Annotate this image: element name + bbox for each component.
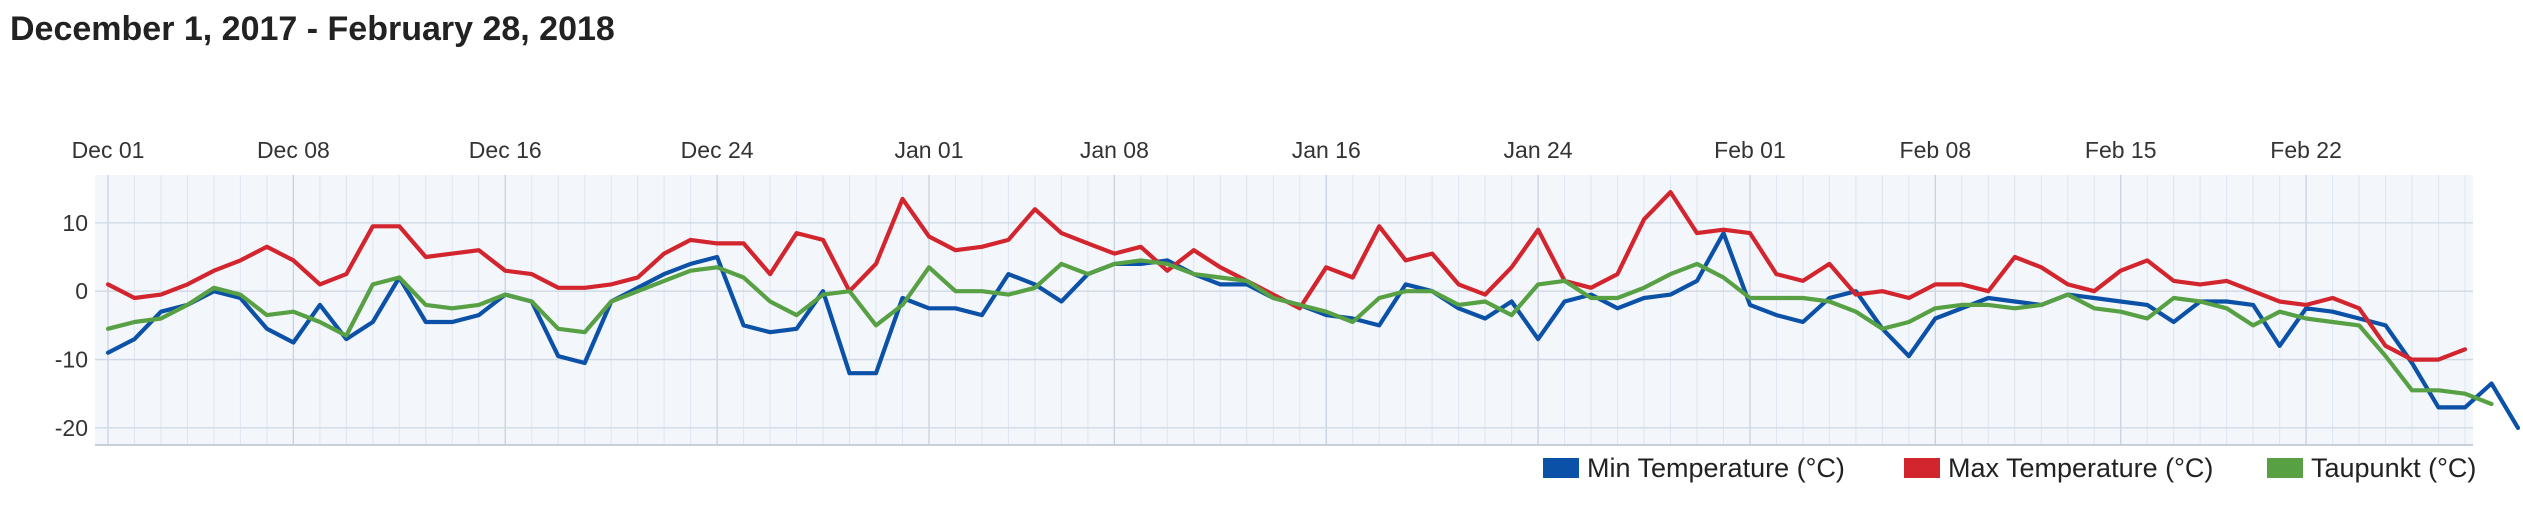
x-axis: Dec 01 Dec 08 Dec 16 Dec 24 Jan 01 Jan 08 Jan …: [72, 137, 2342, 163]
x-tick-label: Dec 01: [72, 137, 145, 163]
y-tick-label: -20: [55, 415, 88, 441]
x-tick-label: Feb 22: [2270, 137, 2342, 163]
x-tick-label: Jan 01: [894, 137, 963, 163]
plot-area: [95, 175, 2473, 445]
chart-legend: Min Temperature (°C) Max Temperature (°C)…: [1543, 453, 2476, 483]
y-tick-label: -10: [55, 347, 88, 373]
y-tick-label: 10: [62, 210, 88, 236]
plot-background: [95, 175, 2473, 445]
legend-label-2: Max Temperature (°C): [1948, 453, 2213, 483]
x-tick-label: Dec 08: [257, 137, 330, 163]
x-tick-label: Jan 08: [1080, 137, 1149, 163]
x-tick-label: Feb 15: [2085, 137, 2157, 163]
x-tick-label: Feb 01: [1714, 137, 1786, 163]
x-tick-label: Feb 08: [1900, 137, 1972, 163]
y-axis: 10 0 -10 -20: [55, 210, 88, 441]
x-tick-label: Dec 16: [469, 137, 542, 163]
legend-swatch-3: [2267, 458, 2303, 478]
legend-swatch-1: [1543, 458, 1579, 478]
x-tick-label: Jan 24: [1504, 137, 1573, 163]
legend-label-3: Taupunkt (°C): [2311, 453, 2476, 483]
x-tick-label: Dec 24: [681, 137, 754, 163]
page-title: December 1, 2017 - February 28, 2018: [10, 10, 615, 48]
x-tick-label: Jan 16: [1292, 137, 1361, 163]
y-tick-label: 0: [75, 278, 88, 304]
chart-grid: [95, 175, 2473, 446]
chart-series: [105, 190, 2521, 430]
legend-swatch-2: [1904, 458, 1940, 478]
series-line-3: [105, 258, 2494, 407]
legend-label-1: Min Temperature (°C): [1587, 453, 1845, 483]
